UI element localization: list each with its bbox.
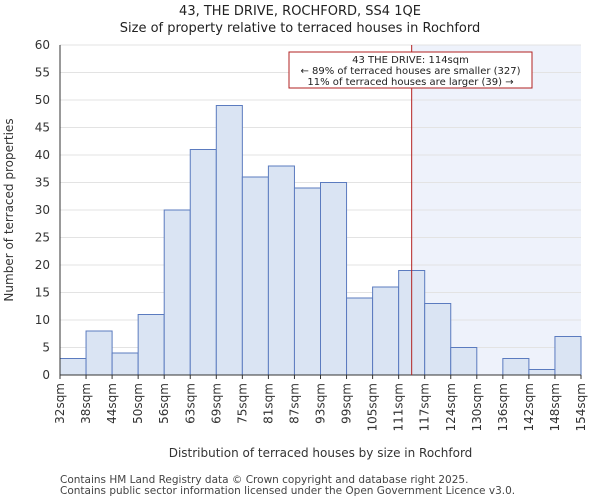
y-tick-label: 60 xyxy=(35,38,50,52)
x-tick-label: 124sqm xyxy=(444,383,458,431)
x-tick-label: 63sqm xyxy=(183,383,197,424)
y-tick-label: 5 xyxy=(42,341,50,355)
annotation-box xyxy=(288,51,533,89)
y-tick-label: 45 xyxy=(35,121,50,135)
y-tick-label: 10 xyxy=(35,313,50,327)
histogram-bar xyxy=(424,303,452,376)
annotation-line: 43 THE DRIVE: 114sqm xyxy=(352,55,469,66)
annotation-line: 11% of terraced houses are larger (39) → xyxy=(307,77,513,88)
x-tick-label: 56sqm xyxy=(157,383,171,424)
x-tick-label: 44sqm xyxy=(105,383,119,424)
y-tick-label: 50 xyxy=(35,93,50,107)
x-tick-label: 117sqm xyxy=(418,383,432,431)
x-tick-label: 148sqm xyxy=(548,383,562,431)
histogram-bar xyxy=(215,105,243,376)
histogram-bar xyxy=(450,347,478,376)
x-tick-label: 130sqm xyxy=(470,383,484,431)
histogram-bar xyxy=(502,358,530,376)
x-tick-label: 50sqm xyxy=(131,383,145,424)
x-tick-label: 136sqm xyxy=(496,383,510,431)
x-tick-label: 99sqm xyxy=(340,383,354,424)
chart-title: 43, THE DRIVE, ROCHFORD, SS4 1QE xyxy=(179,4,421,19)
y-axis-label: Number of terraced properties xyxy=(2,118,16,301)
x-axis-label: Distribution of terraced houses by size … xyxy=(169,446,473,460)
y-tick-label: 0 xyxy=(42,368,50,382)
histogram-bar xyxy=(346,297,374,376)
footer-line-2: Contains public sector information licen… xyxy=(60,485,516,497)
histogram-bar xyxy=(85,330,113,376)
x-tick-label: 93sqm xyxy=(314,383,328,424)
histogram-bar xyxy=(59,358,87,376)
chart-subtitle: Size of property relative to terraced ho… xyxy=(119,21,481,36)
histogram-bar xyxy=(241,176,269,376)
y-tick-label: 25 xyxy=(35,231,50,245)
histogram-bar xyxy=(111,352,139,376)
histogram-bar xyxy=(267,165,295,376)
x-tick-label: 69sqm xyxy=(209,383,223,424)
x-tick-label: 87sqm xyxy=(287,383,301,424)
x-tick-label: 105sqm xyxy=(366,383,380,431)
histogram-bar xyxy=(554,336,582,376)
x-tick-label: 142sqm xyxy=(522,383,536,431)
histogram-bar xyxy=(137,314,165,376)
histogram-bar xyxy=(189,149,217,376)
y-tick-label: 20 xyxy=(35,258,50,272)
y-tick-label: 55 xyxy=(35,66,50,80)
histogram-bar xyxy=(372,286,400,376)
x-tick-label: 154sqm xyxy=(574,383,588,431)
annotation-line: ← 89% of terraced houses are smaller (32… xyxy=(300,66,520,77)
x-tick-label: 111sqm xyxy=(392,383,406,431)
histogram-bar xyxy=(293,187,322,376)
x-tick-label: 81sqm xyxy=(261,383,275,424)
y-tick-label: 35 xyxy=(35,176,50,190)
x-tick-label: 38sqm xyxy=(79,383,93,424)
x-tick-label: 32sqm xyxy=(53,383,67,424)
histogram-bar xyxy=(163,209,191,376)
y-tick-label: 40 xyxy=(35,148,50,162)
x-tick-label: 75sqm xyxy=(235,383,249,424)
y-tick-label: 30 xyxy=(35,203,50,217)
histogram-bar xyxy=(528,369,556,376)
footer-line-1: Contains HM Land Registry data © Crown c… xyxy=(60,474,469,486)
histogram-bar xyxy=(320,182,348,376)
y-tick-label: 15 xyxy=(35,286,50,300)
